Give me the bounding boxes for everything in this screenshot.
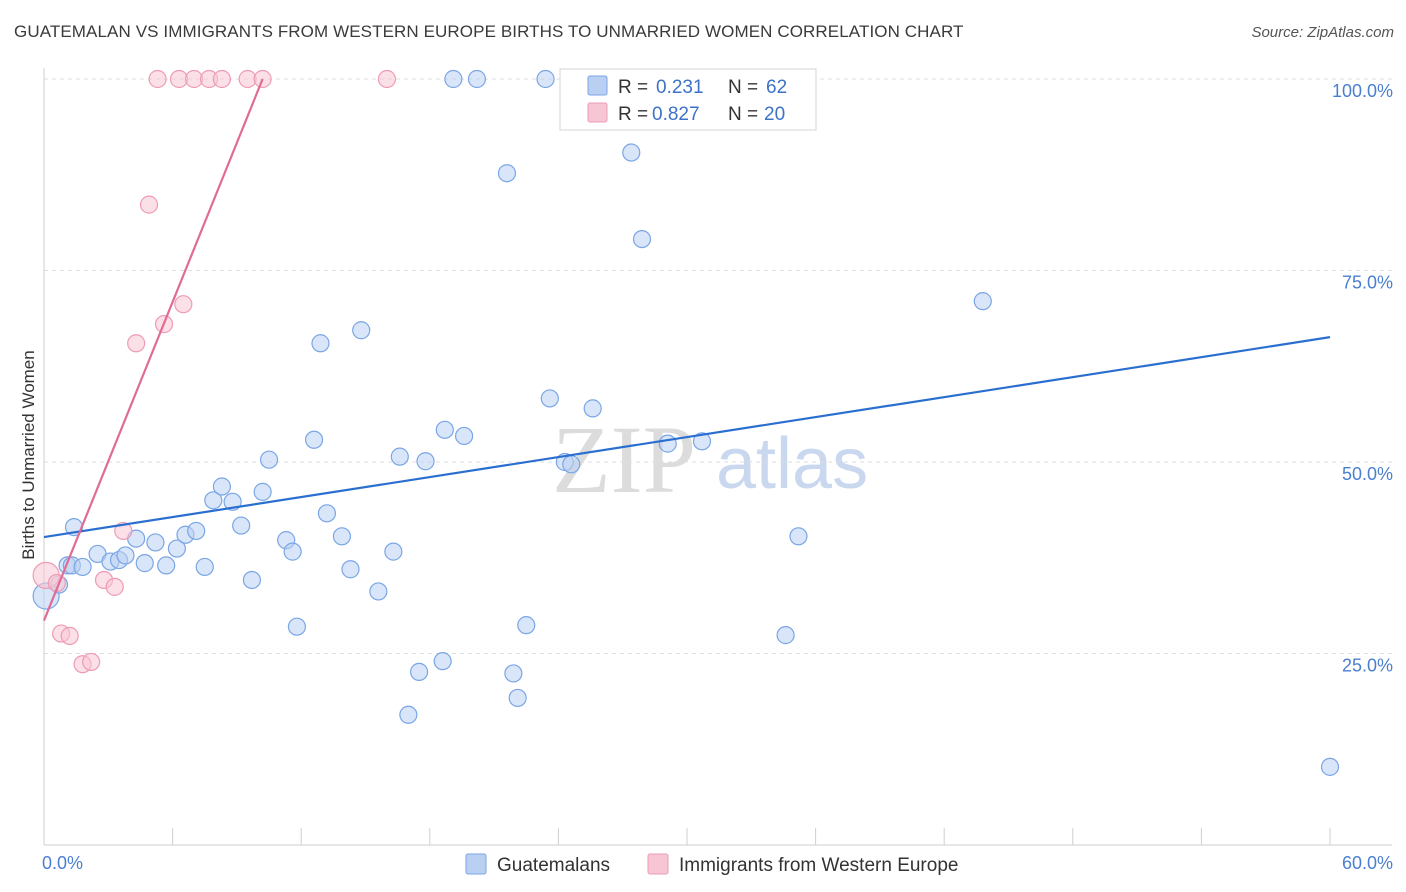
data-point <box>692 432 712 451</box>
data-point <box>139 195 159 214</box>
legend-n-value-1: 20 <box>764 104 785 125</box>
data-point <box>167 539 186 558</box>
trend-lines <box>42 78 1331 621</box>
legend-n-label-1: N = <box>728 104 758 125</box>
legend-r-value-0: 0.231 <box>656 77 704 98</box>
data-point <box>536 69 555 89</box>
data-point <box>135 554 154 573</box>
data-point <box>973 292 992 311</box>
y-tick-label: 50.0% <box>1342 464 1393 484</box>
x-tick-labels: 0.0% 60.0% <box>42 853 1393 873</box>
data-point <box>317 504 337 523</box>
legend-r-value-1: 0.827 <box>652 104 700 125</box>
watermark: ZIP atlas <box>552 406 868 513</box>
data-point <box>116 546 135 565</box>
bottom-legend-swatch-western-europe <box>647 853 669 875</box>
chart-source: Source: ZipAtlas.com <box>1251 24 1394 41</box>
data-point <box>60 626 79 645</box>
data-point <box>562 455 581 474</box>
bottom-legend-swatch-guatemalans <box>465 853 487 875</box>
data-point <box>287 617 307 636</box>
data-point <box>311 334 330 353</box>
data-point <box>304 430 324 449</box>
western-europe-points <box>32 69 397 674</box>
guatemalans-trend-line <box>43 336 1331 539</box>
data-point <box>187 521 206 541</box>
data-point <box>114 521 133 541</box>
data-point <box>332 527 352 546</box>
legend-n-value-0: 62 <box>766 77 787 98</box>
data-point <box>253 482 272 501</box>
legend-swatch-guatemalans <box>587 75 608 96</box>
guatemalans-points <box>32 69 1340 776</box>
chart-title: GUATEMALAN VS IMMIGRANTS FROM WESTERN EU… <box>14 22 964 41</box>
data-point <box>105 577 124 596</box>
bottom-legend-label-western-europe: Immigrants from Western Europe <box>679 855 958 876</box>
data-point <box>384 542 403 561</box>
data-point <box>352 321 371 340</box>
data-point <box>232 516 251 535</box>
data-point <box>212 477 231 496</box>
data-point <box>776 626 795 645</box>
top-legend: R = 0.231 N = 62 R = 0.827 N = 20 <box>559 68 817 131</box>
x-tick-label: 0.0% <box>42 853 83 873</box>
data-point <box>658 434 677 453</box>
data-point <box>399 705 418 724</box>
data-point <box>497 164 517 183</box>
data-point <box>1320 757 1340 776</box>
data-point <box>127 334 146 353</box>
grid-lines <box>44 78 1392 654</box>
data-point <box>148 69 167 89</box>
data-point <box>789 527 808 546</box>
data-point <box>583 399 602 418</box>
y-tick-label: 75.0% <box>1342 273 1393 293</box>
western-europe-trend-line <box>42 78 264 621</box>
y-axis-label: Births to Unmarried Women <box>19 350 38 559</box>
y-tick-label: 100.0% <box>1332 81 1393 101</box>
data-point <box>242 570 262 590</box>
data-point <box>146 533 165 552</box>
legend-r-label-1: R = <box>618 104 648 125</box>
data-point <box>416 452 435 471</box>
data-point <box>195 557 214 577</box>
data-point <box>369 582 388 601</box>
bottom-legend: Guatemalans Immigrants from Western Euro… <box>465 853 958 876</box>
bottom-legend-label-guatemalans: Guatemalans <box>497 855 610 876</box>
data-point <box>435 420 454 439</box>
watermark-atlas: atlas <box>716 424 868 504</box>
data-point <box>204 491 223 510</box>
data-point <box>390 447 409 466</box>
legend-swatch-western-europe <box>587 102 608 123</box>
data-point <box>341 560 360 579</box>
data-point <box>444 69 463 89</box>
data-point <box>540 389 559 408</box>
data-point <box>504 664 523 683</box>
x-tick-label: 60.0% <box>1342 853 1393 873</box>
y-tick-label: 25.0% <box>1342 656 1393 676</box>
data-point <box>454 426 474 446</box>
data-point <box>467 69 487 89</box>
data-point <box>73 557 92 577</box>
y-tick-labels: 25.0% 50.0% 75.0% 100.0% <box>1332 81 1393 676</box>
data-point <box>622 143 641 162</box>
data-point <box>433 652 452 671</box>
legend-n-label-0: N = <box>728 77 758 98</box>
data-point <box>508 688 527 708</box>
data-point <box>212 69 231 89</box>
data-point <box>632 229 652 249</box>
data-point <box>82 652 101 672</box>
axes <box>43 68 1392 846</box>
data-point <box>517 616 536 635</box>
data-point <box>157 556 176 575</box>
data-point <box>174 295 193 314</box>
data-point <box>409 662 429 681</box>
legend-r-label-0: R = <box>618 77 648 98</box>
data-point <box>283 542 302 561</box>
data-point <box>259 450 279 469</box>
data-point <box>377 69 397 89</box>
